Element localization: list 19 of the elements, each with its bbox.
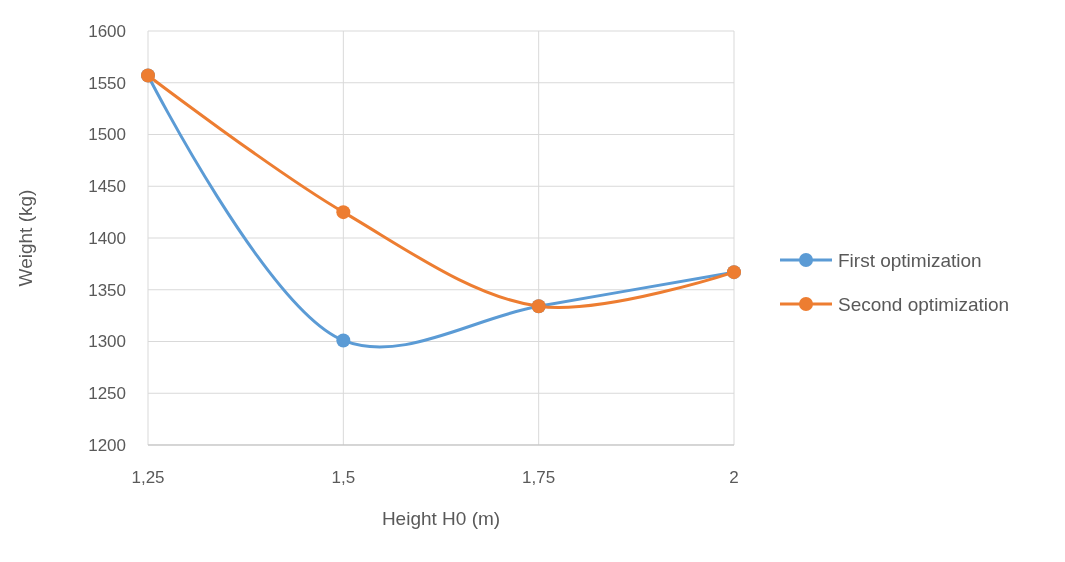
x-axis-title: Height H0 (m): [381, 508, 501, 529]
x-tick-label: 1,25: [131, 468, 165, 487]
point: [336, 205, 351, 220]
x-tick-label: 2: [729, 468, 739, 487]
y-tick-label: 1300: [88, 332, 126, 352]
y-tick-label: 1350: [88, 280, 126, 300]
legend-label: First optimization: [838, 249, 982, 271]
y-axis-title: Weight (kg): [15, 189, 36, 287]
legend-label: Second optimization: [838, 293, 1010, 315]
y-tick-label: 1550: [88, 73, 126, 93]
x-tick-label: 1,75: [522, 468, 556, 487]
y-tick-label: 1400: [88, 228, 126, 248]
y-tick-label: 1600: [88, 21, 126, 41]
y-tick-label: 1450: [88, 177, 126, 197]
y-tick-label: 1250: [88, 384, 126, 404]
y-tick-label: 1500: [88, 125, 126, 145]
x-tick-label: 1,5: [331, 468, 356, 487]
point: [336, 333, 351, 348]
y-tick-label: 1200: [88, 435, 126, 455]
